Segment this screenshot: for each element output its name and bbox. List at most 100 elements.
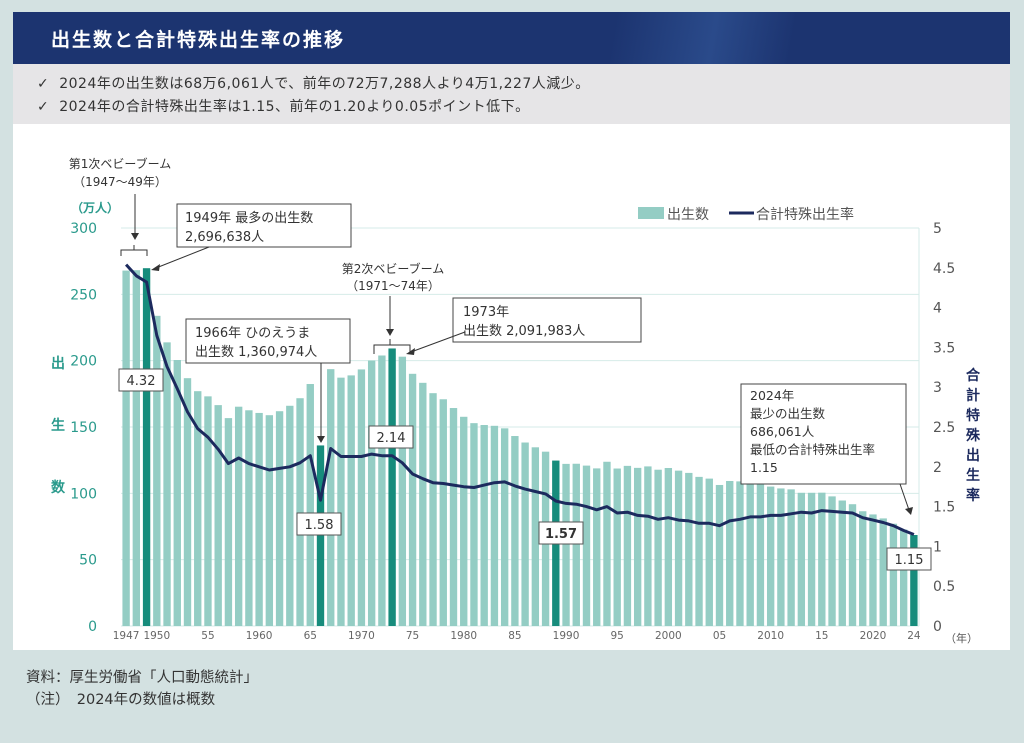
y2024-line4: 最低の合計特殊出生率 [750,442,875,457]
bar-1991 [572,463,580,626]
left-tick-label: 50 [79,553,97,569]
y2024-arrow [899,483,910,511]
boom2-range: （1971〜74年） [346,279,440,293]
rate-label-1966: 1.58 [305,518,334,533]
bar-2022 [889,523,898,626]
rate-label-1973: 2.14 [377,431,406,446]
rate-label-1949: 4.32 [127,374,156,389]
bar-1964 [296,398,304,626]
page-title: 出生数と合計特殊出生率の推移 [51,29,346,51]
x-tick-label: 85 [508,630,521,642]
y2024-callout [740,383,907,485]
bar-1974 [398,356,407,626]
annotations: 第1次ベビーブーム （1947〜49年） 1949年 最多の出生数 2,696,… [69,156,913,515]
right-axis-title-char: 合 [966,367,981,384]
bar-1954 [194,391,202,626]
y2024-line2: 最少の出生数 [750,406,826,421]
bar-1967 [327,369,335,626]
bar-2007 [736,481,744,626]
left-tick-label: 0 [88,619,97,635]
bar-1977 [429,393,437,626]
bar-1999 [654,469,662,626]
bar-1979 [449,408,458,626]
left-axis-title: 出生数 [51,355,66,496]
max-births-line2: 2,696,638人 [185,230,264,245]
bar-1958 [234,406,243,626]
summary-box: ✓ 2024年の出生数は68万6,061人で、前年の72万7,288人より4万1,… [13,64,1010,124]
right-axis-title-char: 率 [966,487,980,504]
boom2-arrowhead [386,329,394,336]
bar-1957 [224,418,233,626]
bar-1990 [562,463,570,626]
x-tick-label: 1990 [553,630,580,642]
bar-2013 [797,492,806,626]
left-axis-title-char: 生 [51,417,65,434]
right-axis-title-char: 出 [966,447,980,464]
rate-label-box-1989 [538,521,584,545]
bar-2002 [685,472,693,626]
bar-1968 [337,377,345,626]
bar-2021 [879,518,887,626]
x-tick-label: 1960 [246,630,273,642]
bar-2023 [899,529,908,626]
bar-1986 [521,442,529,626]
bar-1949 [142,268,151,626]
left-tick-label: 200 [70,354,97,370]
rate-label-2024: 1.15 [895,553,924,568]
left-axis-unit: （万人） [71,200,119,215]
legend-tfr: 合計特殊出生率 [756,206,854,223]
bars [122,268,918,626]
bar-1973 [388,348,396,626]
legend-births: 出生数 [667,207,709,223]
boom2-bracket [373,339,411,354]
right-tick-label: 4.5 [933,261,955,277]
bar-1951 [163,342,171,626]
bar-2005 [715,484,724,626]
right-tick-label: 4 [933,301,942,317]
rate-label-1989: 1.57 [545,527,577,542]
bar-1993 [593,468,601,626]
footnote: （注） 2024年の数値は概数 [26,692,216,708]
bar-2000 [664,467,673,626]
y2024-line5: 1.15 [750,460,778,475]
bar-1966 [316,445,325,626]
bar-1953 [183,378,192,626]
summary-line-2: ✓ 2024年の合計特殊出生率は1.15、前年の1.20より0.05ポイント低下。 [37,96,530,116]
x-tick-label: 05 [713,630,726,642]
bar-2009 [756,483,765,626]
y2024-arrowhead [905,507,913,515]
right-tick-label: 5 [933,221,942,237]
y2024-line1: 2024年 [750,388,794,403]
y1966-callout [185,318,351,364]
summary-text-2: 2024年の合計特殊出生率は1.15、前年の1.20より0.05ポイント低下。 [59,99,530,115]
bar-1960 [255,412,263,626]
bar-2017 [838,500,846,626]
bar-2011 [777,488,785,626]
x-tick-label: 95 [611,630,624,642]
bar-2006 [726,480,734,626]
left-tick-label: 150 [70,420,97,436]
x-tick-label: 1980 [450,630,477,642]
bar-1972 [378,355,386,626]
bar-1962 [275,411,284,626]
right-tick-label: 0.5 [933,579,955,595]
right-tick-label: 3 [933,380,942,396]
bar-1955 [204,396,212,626]
bar-1980 [460,416,468,626]
bar-1971 [367,360,376,626]
bar-1981 [470,423,478,626]
boom1-title: 第1次ベビーブーム [69,156,172,171]
y2024-line3: 686,061人 [750,424,815,439]
bar-1995 [613,468,621,626]
bar-2019 [859,511,867,626]
right-tick-label: 2 [933,460,942,476]
bar-1965 [306,384,314,626]
bar-2024 [910,534,918,626]
bar-1948 [132,270,141,626]
boom1-range: （1947〜49年） [73,175,167,189]
bar-1996 [623,465,632,626]
bar-2018 [848,504,857,626]
right-axis-title: 合計特殊出生率 [966,367,981,504]
left-tick-label: 300 [70,221,97,237]
left-tick-label: 250 [70,287,97,303]
